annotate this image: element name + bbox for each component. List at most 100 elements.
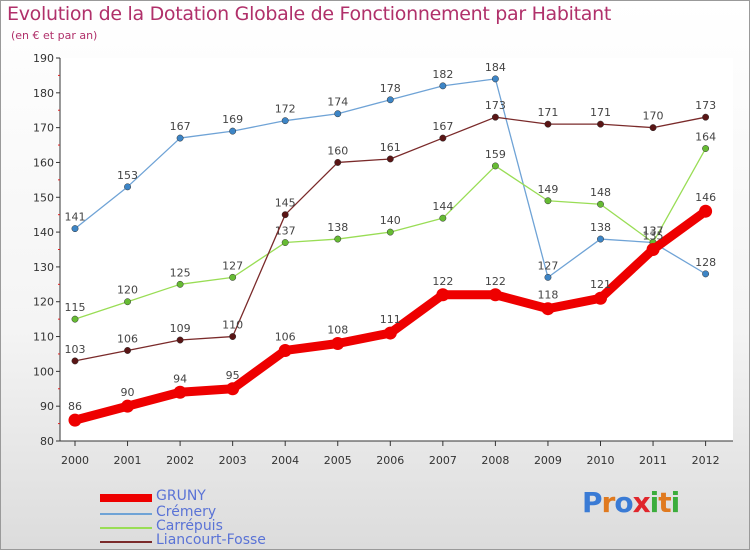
x-tick-label: 2005 [324,454,352,467]
data-point [491,113,499,121]
data-point [173,385,187,399]
data-label: 178 [380,82,401,95]
data-point [386,155,394,163]
y-tick-label: 180 [33,87,54,100]
x-tick-label: 2004 [271,454,299,467]
data-point [439,134,447,142]
data-point [229,127,237,135]
legend-swatch [100,527,152,529]
data-label: 122 [485,275,506,288]
data-point [334,235,342,243]
data-point [229,333,237,340]
data-point [71,225,79,233]
data-label: 148 [590,186,611,199]
data-point [491,75,499,83]
legend-item: Carrépuis [100,518,300,535]
data-label: 184 [485,61,506,74]
data-label: 111 [380,313,401,326]
data-point [436,288,450,302]
legend-swatch [100,513,152,515]
data-point [597,235,604,243]
data-point [702,270,710,278]
data-label: 94 [173,372,187,385]
data-label: 128 [695,256,716,269]
series-gruny: 86 90 94 95 106 108 111 122 122 118 121 135 146 [68,191,716,427]
x-tick-label: 2002 [166,454,194,467]
data-label: 110 [222,319,243,332]
legend-item: GRUNY [100,488,300,505]
data-label: 135 [643,230,664,243]
data-label: 173 [485,99,506,112]
data-point [334,110,342,118]
x-tick-label: 2011 [639,454,667,467]
data-label: 109 [170,322,191,335]
data-label: 146 [695,191,716,204]
data-point [439,214,447,222]
legend-label: Crémery [156,504,217,520]
data-label: 182 [432,68,453,81]
data-point [544,197,552,205]
data-label: 170 [643,110,664,123]
data-point [386,96,394,104]
x-tick-label: 2000 [61,454,89,467]
data-label: 137 [643,225,664,238]
proxiti-logo: Proxiti [582,486,681,519]
data-label: 153 [117,169,138,182]
data-label: 149 [537,183,558,196]
data-label: 118 [537,289,558,302]
legend-swatch [100,494,152,502]
data-label: 86 [68,400,82,413]
y-tick-label: 110 [33,331,54,344]
data-point [646,243,660,256]
data-point [541,302,555,316]
y-tick-label: 90 [40,400,54,413]
data-label: 90 [121,386,135,399]
chart-title: Evolution de la Dotation Globale de Fonc… [7,3,612,25]
x-tick-label: 2003 [219,454,247,467]
logo-letter: t [658,486,671,519]
data-point [124,347,132,354]
y-tick-label: 150 [33,191,54,204]
data-label: 144 [432,200,453,213]
plot-area [60,58,733,441]
y-tick-label: 100 [33,365,54,378]
data-point [331,337,345,351]
data-label: 167 [432,120,453,133]
data-point [383,326,397,340]
data-point [439,82,447,90]
logo-letter: o [614,486,633,519]
data-point [121,399,135,413]
logo-letter: i [670,486,681,519]
data-point [334,159,342,166]
data-point [386,228,394,236]
x-tick-label: 2012 [692,454,720,467]
y-tick-label: 160 [33,156,54,169]
data-label: 125 [170,266,191,279]
data-label: 138 [590,221,611,234]
data-point [124,298,132,306]
data-point [491,162,499,170]
x-tick-label: 2001 [114,454,142,467]
legend-label: Carrépuis [156,518,223,534]
y-tick-label: 140 [33,226,54,239]
y-tick-label: 170 [33,122,54,135]
data-label: 172 [275,103,296,116]
data-point [124,183,132,191]
data-label: 171 [590,106,611,119]
series-liancourt-fosse: 103 106 109 110 145 160 161 167 173 171 171 170 173 [65,99,716,365]
data-label: 127 [537,259,558,272]
y-tick-label: 80 [40,435,54,448]
x-tick-label: 2010 [587,454,615,467]
data-label: 122 [432,275,453,288]
x-tick-label: 2007 [429,454,457,467]
data-point [281,211,289,219]
logo-letter: i [649,486,660,519]
logo-letter: r [601,486,616,519]
data-point [699,204,713,218]
data-label: 121 [590,278,611,291]
legend-item: Crémery [100,504,300,521]
data-label: 159 [485,148,506,161]
data-point [281,117,289,125]
data-point [278,343,292,357]
